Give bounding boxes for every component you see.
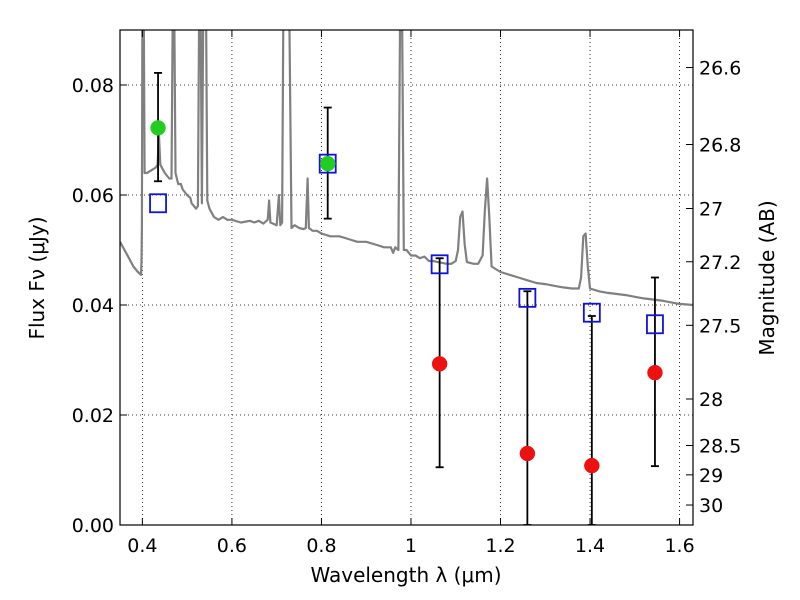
ticks: [120, 30, 693, 526]
tick-labels: 0.4 0.6 0.8 1 1.2 1.4 1.6 0.00 0.02 0.04 0.06 0.08 2…: [72, 58, 742, 557]
y2-tick-label: 29: [699, 465, 723, 487]
points-layer: [149, 72, 664, 525]
detection-point: [150, 120, 166, 136]
model-spectrum-line: [120, 30, 693, 307]
x-tick-label: 0.8: [306, 535, 336, 557]
model-photometry-square: [646, 314, 664, 335]
y2-tick-label: 28: [699, 389, 723, 411]
low-significance-point: [647, 364, 663, 381]
low-significance-point: [431, 356, 448, 372]
x-tick-label: 1.2: [485, 535, 515, 557]
model-photometry-square: [318, 153, 337, 174]
y-tick-label: 0.02: [72, 405, 114, 427]
detection-point: [319, 155, 336, 172]
y2-tick-label: 26.6: [699, 58, 741, 80]
plot-background: [120, 30, 693, 525]
spectrum-layer: [120, 30, 693, 307]
plot-frame: [119, 29, 694, 526]
x-tick-label: 0.4: [127, 535, 157, 557]
y-tick-label: 0.04: [72, 295, 114, 317]
y2-tick-label: 28.5: [699, 436, 741, 458]
model-photometry-square: [149, 193, 167, 214]
x-axis-title: Wavelength λ (μm): [310, 563, 501, 587]
y2-tick-label: 26.8: [699, 134, 741, 156]
y-axis-title: Flux Fν (μJy): [25, 216, 49, 339]
x-tick-label: 1.6: [664, 535, 694, 557]
y-tick-label: 0.00: [72, 515, 114, 537]
model-photometry-square: [518, 287, 537, 308]
y2-tick-label: 30: [699, 495, 723, 517]
y2-tick-label: 27: [699, 199, 723, 221]
low-significance-point: [584, 457, 600, 474]
model-photometry-square: [430, 254, 449, 275]
model-photometry-square: [582, 302, 601, 323]
x-tick-label: 1.4: [575, 535, 605, 557]
y-tick-label: 0.06: [72, 185, 114, 207]
y2-tick-label: 27.5: [699, 315, 741, 337]
y2-axis-title: Magnitude (AB): [755, 200, 779, 355]
x-tick-label: 0.6: [217, 535, 247, 557]
low-significance-point: [519, 445, 536, 462]
grid: [120, 30, 693, 526]
y2-tick-label: 27.2: [699, 252, 741, 274]
x-tick-label: 1: [405, 535, 417, 557]
y-tick-label: 0.08: [72, 75, 114, 97]
